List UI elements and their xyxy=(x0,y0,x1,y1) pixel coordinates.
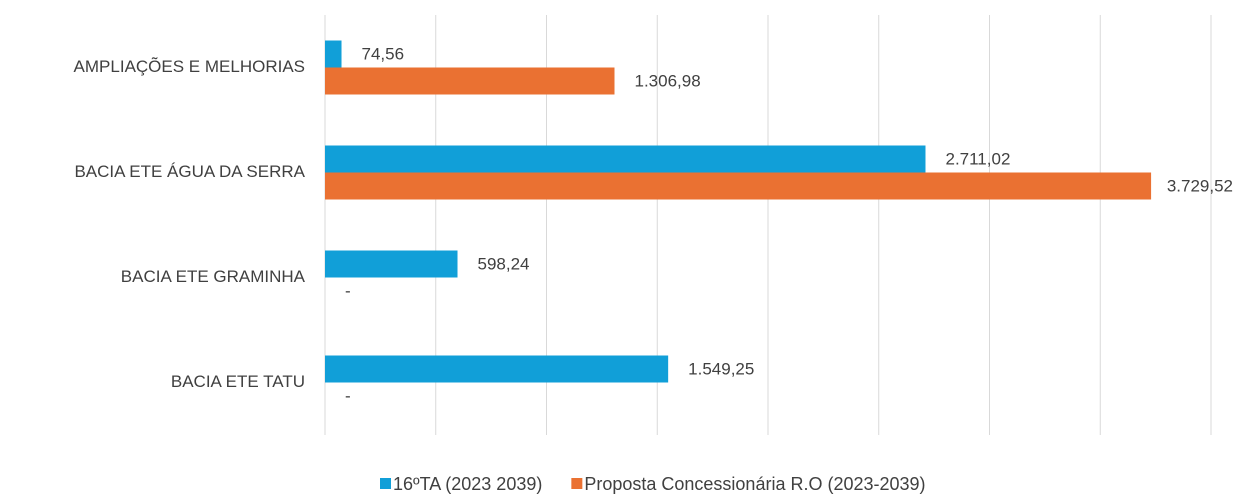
legend-label: Proposta Concessionária R.O (2023-2039) xyxy=(584,474,925,494)
bar xyxy=(325,172,1152,200)
bar xyxy=(325,355,669,383)
bar xyxy=(325,40,342,68)
data-label: 1.549,25 xyxy=(688,359,754,378)
legend-label: 16ºTA (2023 2039) xyxy=(393,474,542,494)
y-tick-label: BACIA ETE ÁGUA DA SERRA xyxy=(74,162,305,181)
data-label: - xyxy=(345,281,351,300)
legend-swatch xyxy=(380,478,391,489)
data-label: 1.306,98 xyxy=(634,71,700,90)
bar xyxy=(325,145,926,173)
y-tick-label: AMPLIAÇÕES E MELHORIAS xyxy=(74,57,305,76)
data-label: 74,56 xyxy=(362,44,405,63)
y-tick-label: BACIA ETE TATU xyxy=(171,372,305,391)
data-label: 2.711,02 xyxy=(945,149,1010,168)
data-label: 3.729,52 xyxy=(1167,176,1233,195)
legend-swatch xyxy=(571,478,583,489)
data-label: 598,24 xyxy=(478,254,530,273)
bar xyxy=(325,67,615,95)
data-label: - xyxy=(345,386,351,405)
bar xyxy=(325,250,458,278)
y-tick-label: BACIA ETE GRAMINHA xyxy=(121,267,306,286)
